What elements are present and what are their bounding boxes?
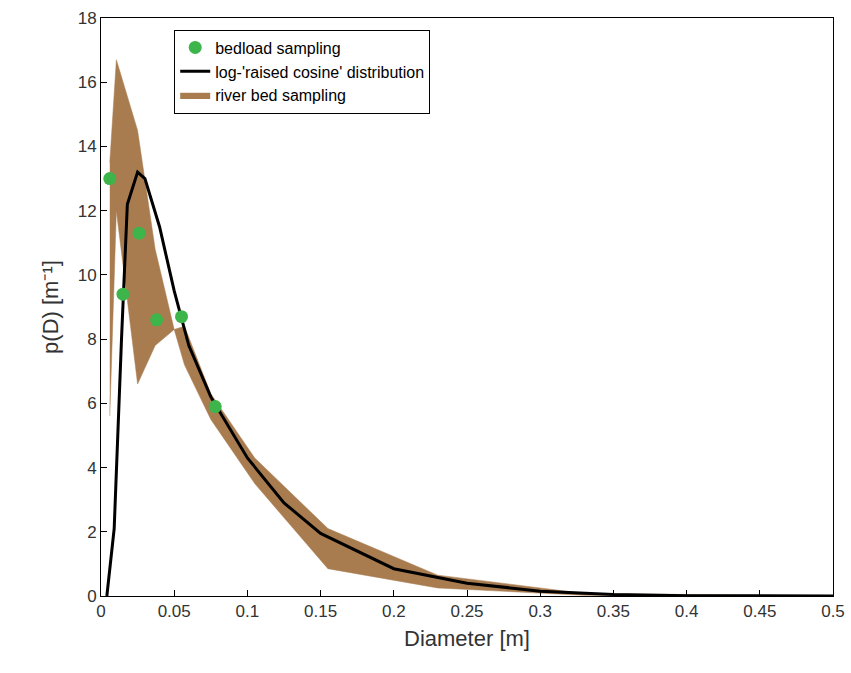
- svg-text:0.5: 0.5: [821, 602, 845, 621]
- svg-text:12: 12: [78, 202, 97, 221]
- svg-text:0.15: 0.15: [304, 602, 337, 621]
- svg-text:16: 16: [78, 73, 97, 92]
- svg-text:0.1: 0.1: [236, 602, 260, 621]
- svg-text:14: 14: [78, 137, 97, 156]
- svg-text:10: 10: [78, 266, 97, 285]
- svg-text:0.2: 0.2: [382, 602, 406, 621]
- svg-text:0.3: 0.3: [528, 602, 552, 621]
- svg-text:Diameter [m]: Diameter [m]: [404, 626, 530, 651]
- svg-text:0.25: 0.25: [450, 602, 483, 621]
- svg-text:4: 4: [87, 459, 96, 478]
- svg-text:0.35: 0.35: [597, 602, 630, 621]
- svg-text:bedload sampling: bedload sampling: [215, 40, 340, 57]
- svg-text:0.05: 0.05: [158, 602, 191, 621]
- svg-text:8: 8: [87, 330, 96, 349]
- svg-text:p(D) [m⁻¹]: p(D) [m⁻¹]: [38, 260, 63, 354]
- svg-text:0.45: 0.45: [743, 602, 776, 621]
- svg-text:river bed sampling: river bed sampling: [215, 87, 346, 104]
- svg-text:0.4: 0.4: [675, 602, 699, 621]
- svg-text:6: 6: [87, 394, 96, 413]
- svg-text:0: 0: [87, 587, 96, 606]
- svg-text:18: 18: [78, 9, 97, 28]
- svg-text:0: 0: [96, 602, 105, 621]
- svg-text:log-'raised cosine' distributi: log-'raised cosine' distribution: [215, 64, 424, 81]
- svg-text:2: 2: [87, 523, 96, 542]
